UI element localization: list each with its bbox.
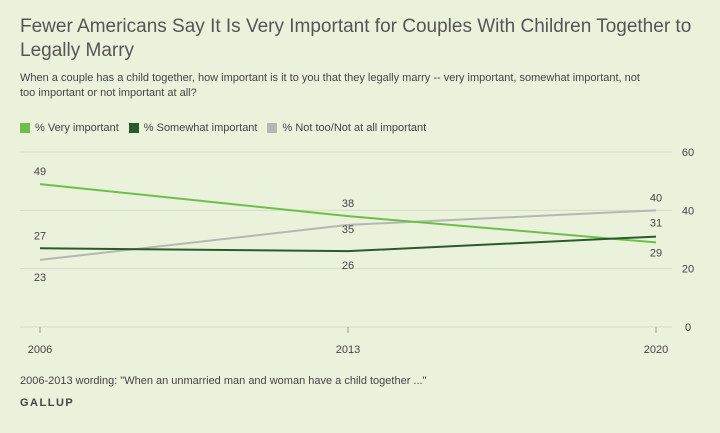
y-tick-label: 60 [682, 147, 694, 159]
data-label-not: 35 [342, 224, 354, 236]
legend-swatch-not-important [267, 123, 278, 133]
data-label-not: 40 [650, 192, 662, 204]
series-lines [39, 183, 657, 261]
grid-lines [20, 151, 672, 328]
x-tick-label: 2013 [336, 344, 360, 356]
legend-label-somewhat-important: % Somewhat important [143, 122, 258, 134]
y-axis: 0 20 40 60 [682, 147, 694, 334]
legend-swatch-very-important [20, 123, 30, 133]
series-line-somewhat [39, 235, 657, 253]
data-label-somewhat: 26 [342, 260, 354, 272]
x-axis: 2006 2013 2020 [28, 327, 668, 356]
legend-label-very-important: % Very important [35, 122, 119, 134]
footnote: 2006-2013 wording: "When an unmarried ma… [20, 375, 427, 387]
chart-subtitle: When a couple has a child together, how … [20, 72, 640, 99]
data-label-somewhat: 27 [34, 230, 46, 242]
data-label-not: 23 [34, 272, 46, 284]
data-label-somewhat: 31 [650, 218, 662, 230]
legend-item-not-important: % Not too/Not at all important [267, 122, 426, 134]
data-label-very: 29 [650, 247, 662, 259]
data-labels: 23 35 40 49 38 29 27 26 31 [34, 166, 662, 284]
series-line-very [39, 183, 657, 244]
legend-swatch-somewhat-important [128, 123, 139, 133]
x-tick-label: 2020 [644, 344, 668, 356]
y-tick-label: 40 [682, 205, 694, 217]
data-label-very: 49 [34, 166, 46, 178]
x-tick-label: 2006 [28, 344, 52, 356]
legend-item-somewhat-important: % Somewhat important [128, 122, 258, 134]
legend-item-very-important: % Very important [20, 122, 119, 134]
gallup-logo: GALLUP [20, 397, 75, 409]
y-tick-label: 0 [685, 322, 691, 334]
legend-label-not-important: % Not too/Not at all important [282, 122, 427, 134]
y-tick-label: 20 [682, 264, 694, 276]
chart-title: Fewer Americans Say It Is Very Important… [20, 16, 692, 61]
legend: % Very important % Somewhat important % … [20, 121, 436, 135]
data-label-very: 38 [342, 198, 354, 210]
